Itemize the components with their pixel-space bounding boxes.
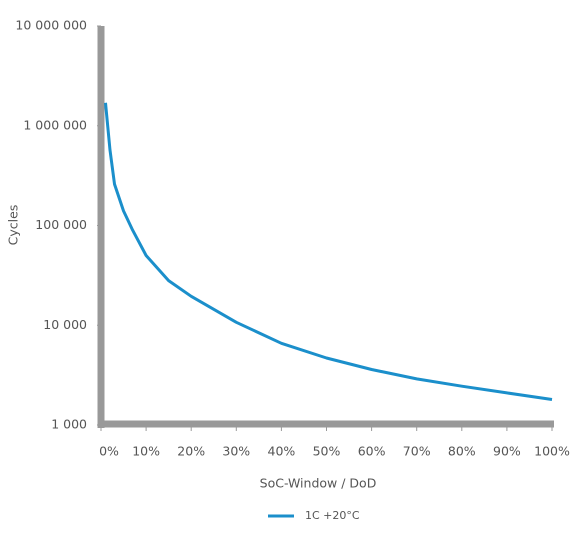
y-tick-label: 10 000 000 <box>15 18 87 33</box>
x-tick-label: 20% <box>177 444 205 459</box>
x-tick-label: 70% <box>403 444 431 459</box>
data-line <box>104 102 553 401</box>
x-axis-title: SoC-Window / DoD <box>260 476 377 491</box>
legend-label: 1C +20°C <box>305 509 360 522</box>
x-tick-label: 30% <box>222 444 250 459</box>
x-tick-label: 90% <box>493 444 521 459</box>
x-tick-label: 10% <box>132 444 160 459</box>
y-tick-label: 100 000 <box>35 217 87 232</box>
x-tick-label: 0% <box>99 444 119 459</box>
x-tick-label: 50% <box>313 444 341 459</box>
y-tick-label: 1 000 <box>51 417 87 432</box>
x-tick-label: 100% <box>534 444 570 459</box>
x-tick-label: 80% <box>448 444 476 459</box>
x-tick-label: 60% <box>358 444 386 459</box>
x-tick-label: 40% <box>268 444 296 459</box>
y-tick-label: 1 000 000 <box>23 117 87 132</box>
y-axis-title: Cycles <box>6 205 21 246</box>
y-tick-label: 10 000 <box>43 317 87 332</box>
